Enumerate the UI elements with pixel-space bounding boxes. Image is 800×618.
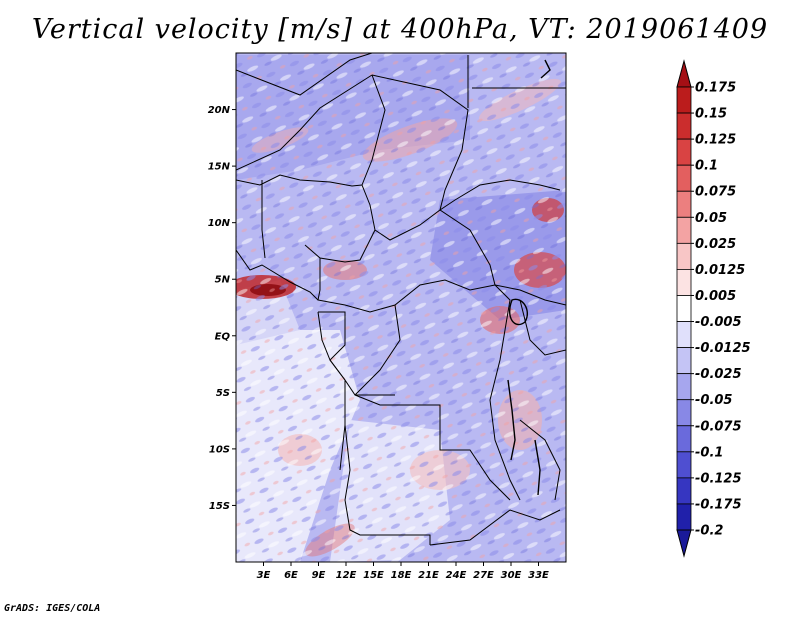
colorbar-swatch xyxy=(676,242,692,270)
border-benin xyxy=(261,180,266,259)
colorbar-swatch xyxy=(676,269,692,296)
lon-tick-label: 24E xyxy=(446,570,467,581)
lakes xyxy=(507,59,551,496)
border-zambia-zimbabwe xyxy=(429,509,561,546)
colorbar-swatch xyxy=(676,112,692,140)
lon-tick-label: 6E xyxy=(284,570,298,581)
border-mali-niger xyxy=(236,74,373,171)
colorbar: 0.175 0.15 0.125 0.1 0.075 0.05 0.025 0.0125 0.0… xyxy=(676,59,751,558)
colorbar-label: 0.15 xyxy=(695,107,727,122)
colorbar-swatch xyxy=(676,425,692,453)
border-kenya-tanzania xyxy=(519,299,566,356)
lat-tick-label: 5S xyxy=(216,388,230,399)
colorbar-label: 0.1 xyxy=(695,159,718,174)
colorbar-swatch xyxy=(676,373,692,401)
colorbar-label: 0.05 xyxy=(695,211,727,226)
lat-tick-label: 5N xyxy=(215,275,231,286)
longitude-axis: 3E 6E 9E 12E 15E 18E 21E 24E 27E 30E 33E xyxy=(257,562,549,581)
colorbar-bottom-arrow xyxy=(676,529,692,558)
colorbar-label: -0.175 xyxy=(695,497,742,512)
grads-credit: GrADS: IGES/COLA xyxy=(4,603,101,614)
colorbar-swatch xyxy=(676,86,692,114)
border-niger-chad xyxy=(361,74,386,186)
lon-tick-label: 18E xyxy=(391,570,412,581)
lat-tick-label: 10S xyxy=(209,444,230,455)
colorbar-swatch xyxy=(676,138,692,166)
lon-tick-label: 15E xyxy=(363,570,384,581)
colorbar-label: -0.025 xyxy=(695,367,742,382)
lat-tick-label: 20N xyxy=(208,105,231,116)
border-congo-north xyxy=(317,258,496,313)
lat-tick-label: EQ xyxy=(215,331,231,342)
map-title: Vertical velocity [m/s] at 400hPa, VT: 2… xyxy=(31,14,769,45)
lon-tick-label: 12E xyxy=(336,570,357,581)
coastline-west xyxy=(317,311,346,471)
colorbar-swatch xyxy=(676,451,692,479)
colorbar-label: -0.2 xyxy=(695,524,723,539)
colorbar-label: 0.075 xyxy=(695,185,736,200)
border-drc-angola xyxy=(354,394,511,501)
lon-tick-label: 3E xyxy=(257,570,271,581)
colorbar-swatch xyxy=(676,347,692,375)
lat-tick-label: 15N xyxy=(208,162,231,173)
lat-tick-label: 10N xyxy=(208,218,231,229)
border-tanzania-mozambique xyxy=(519,419,561,501)
coastline-gulf xyxy=(236,249,319,301)
field-texture xyxy=(236,53,566,562)
colorbar-top-arrow xyxy=(676,59,692,88)
lon-tick-label: 33E xyxy=(528,570,549,581)
border-algeria-libya xyxy=(236,53,373,96)
country-borders xyxy=(236,53,566,546)
colorbar-swatch xyxy=(676,321,692,348)
coast-northeast xyxy=(540,59,551,79)
border-congo-drc xyxy=(354,304,401,396)
border-uganda-kenya xyxy=(494,284,566,306)
lon-tick-label: 9E xyxy=(312,570,326,581)
lake-victoria xyxy=(508,298,529,326)
lat-tick-label: 15S xyxy=(209,501,230,512)
colorbar-label: -0.05 xyxy=(695,393,732,408)
latitude-axis: 20N 15N 10N 5N EQ 5S 10S 15S xyxy=(208,105,236,512)
colorbar-label: -0.1 xyxy=(695,445,723,460)
lake-malawi xyxy=(534,439,541,496)
colorbar-label: -0.005 xyxy=(695,315,742,330)
colorbar-swatch xyxy=(676,503,692,531)
velocity-field xyxy=(236,53,566,562)
border-south-sudan xyxy=(439,179,561,211)
border-drc-east xyxy=(489,284,521,501)
border-chad-sudan xyxy=(371,74,469,211)
border-nigeria-niger xyxy=(236,174,363,187)
colorbar-swatch xyxy=(676,399,692,427)
colorbar-label: 0.175 xyxy=(695,81,736,96)
colorbar-swatch xyxy=(676,477,692,505)
colorbar-label: 0.025 xyxy=(695,237,736,252)
lake-tanganyika xyxy=(507,379,516,461)
colorbar-label: -0.0125 xyxy=(695,341,751,356)
colorbar-label: 0.005 xyxy=(695,289,736,304)
lon-tick-label: 27E xyxy=(473,570,494,581)
colorbar-swatch xyxy=(676,190,692,218)
lon-tick-label: 30E xyxy=(501,570,522,581)
colorbar-label: 0.125 xyxy=(695,133,736,148)
colorbar-swatch xyxy=(676,295,692,322)
lon-tick-label: 21E xyxy=(418,570,439,581)
colorbar-label: -0.125 xyxy=(695,471,742,486)
colorbar-swatch xyxy=(676,216,692,244)
colorbar-label: 0.0125 xyxy=(695,263,745,278)
border-angola-namibia xyxy=(344,424,431,545)
colorbar-label: -0.075 xyxy=(695,419,742,434)
colorbar-swatch xyxy=(676,164,692,192)
